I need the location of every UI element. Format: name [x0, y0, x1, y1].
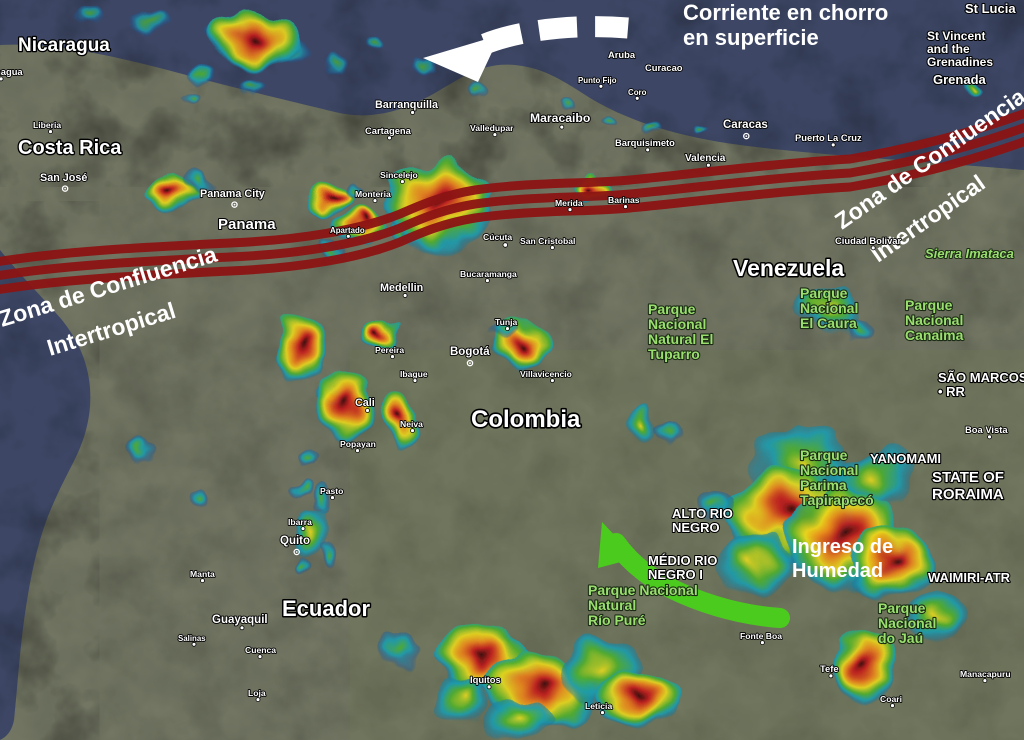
svg-text:YANOMAMI: YANOMAMI	[870, 451, 941, 466]
svg-text:Coari: Coari	[880, 694, 902, 704]
svg-text:Cúcuta: Cúcuta	[483, 232, 512, 242]
svg-text:Sierra Imataca: Sierra Imataca	[925, 246, 1014, 261]
svg-text:Curacao: Curacao	[645, 62, 683, 73]
svg-text:Valledupar: Valledupar	[470, 123, 514, 133]
svg-text:Merida: Merida	[555, 198, 583, 208]
svg-text:WAIMIRI-ATR: WAIMIRI-ATR	[928, 570, 1011, 585]
svg-text:Ciudad Bolivar: Ciudad Bolivar	[835, 235, 902, 246]
svg-text:Bogotá: Bogotá	[450, 346, 490, 358]
svg-text:Barquisimeto: Barquisimeto	[615, 137, 675, 148]
svg-text:Pereira: Pereira	[375, 345, 404, 355]
svg-text:Barranquilla: Barranquilla	[375, 99, 439, 111]
svg-text:Liberia: Liberia	[33, 120, 61, 130]
svg-text:Neiva: Neiva	[400, 419, 423, 429]
svg-text:San Cristobal: San Cristobal	[520, 236, 575, 246]
svg-text:Coro: Coro	[628, 88, 647, 97]
svg-text:Grenada: Grenada	[933, 72, 987, 87]
svg-text:San José: San José	[40, 172, 87, 184]
svg-text:en superficie: en superficie	[683, 25, 819, 50]
svg-text:Puerto La Cruz: Puerto La Cruz	[795, 132, 862, 143]
svg-text:Guayaquil: Guayaquil	[212, 614, 268, 626]
svg-text:Corriente en chorro: Corriente en chorro	[683, 0, 888, 25]
svg-text:Valencia: Valencia	[685, 153, 726, 164]
svg-text:Caracas: Caracas	[723, 119, 768, 131]
svg-text:Panama City: Panama City	[200, 188, 265, 200]
svg-text:Maracaibo: Maracaibo	[530, 111, 590, 125]
svg-text:Sincelejo: Sincelejo	[380, 170, 418, 180]
svg-text:Tefe: Tefe	[820, 663, 839, 674]
svg-text:Nicaragua: Nicaragua	[18, 35, 110, 56]
svg-text:Medellin: Medellin	[380, 282, 423, 294]
svg-text:Cuenca: Cuenca	[245, 645, 276, 655]
svg-text:Ingreso de: Ingreso de	[792, 536, 893, 558]
svg-text:St Lucia: St Lucia	[965, 1, 1016, 16]
svg-text:Panama: Panama	[218, 216, 276, 233]
svg-text:Cali: Cali	[355, 397, 375, 409]
svg-text:Punto Fijo: Punto Fijo	[578, 76, 617, 85]
svg-text:Barinas: Barinas	[608, 195, 640, 205]
svg-text:Ibarra: Ibarra	[288, 517, 312, 527]
svg-text:Salinas: Salinas	[178, 634, 206, 643]
svg-text:Fonte Boa: Fonte Boa	[740, 631, 782, 641]
svg-text:Costa Rica: Costa Rica	[18, 137, 122, 159]
svg-text:Quito: Quito	[280, 535, 310, 547]
svg-text:Iquitos: Iquitos	[470, 674, 501, 685]
svg-text:Manacapuru: Manacapuru	[960, 669, 1011, 679]
svg-text:Manta: Manta	[190, 569, 215, 579]
svg-text:Cartagena: Cartagena	[365, 125, 412, 136]
svg-text:Bucaramanga: Bucaramanga	[460, 269, 517, 279]
svg-text:Monteria: Monteria	[355, 189, 391, 199]
svg-text:Venezuela: Venezuela	[733, 255, 844, 281]
svg-text:Apartado: Apartado	[330, 226, 365, 235]
svg-text:Leticia: Leticia	[585, 701, 612, 711]
svg-text:Aruba: Aruba	[608, 49, 636, 60]
svg-text:Colombia: Colombia	[471, 406, 581, 433]
svg-text:Villavicencio: Villavicencio	[520, 369, 572, 379]
svg-text:Loja: Loja	[248, 688, 266, 698]
svg-text:Popayan: Popayan	[340, 439, 376, 449]
svg-text:Tunja: Tunja	[495, 317, 517, 327]
svg-text:Boa Vista: Boa Vista	[965, 424, 1008, 435]
svg-text:Ibague: Ibague	[400, 369, 428, 379]
svg-text:Pasto: Pasto	[320, 486, 343, 496]
svg-text:Ecuador: Ecuador	[282, 596, 370, 621]
svg-text:Managua: Managua	[0, 66, 23, 77]
svg-text:Humedad: Humedad	[792, 560, 883, 582]
